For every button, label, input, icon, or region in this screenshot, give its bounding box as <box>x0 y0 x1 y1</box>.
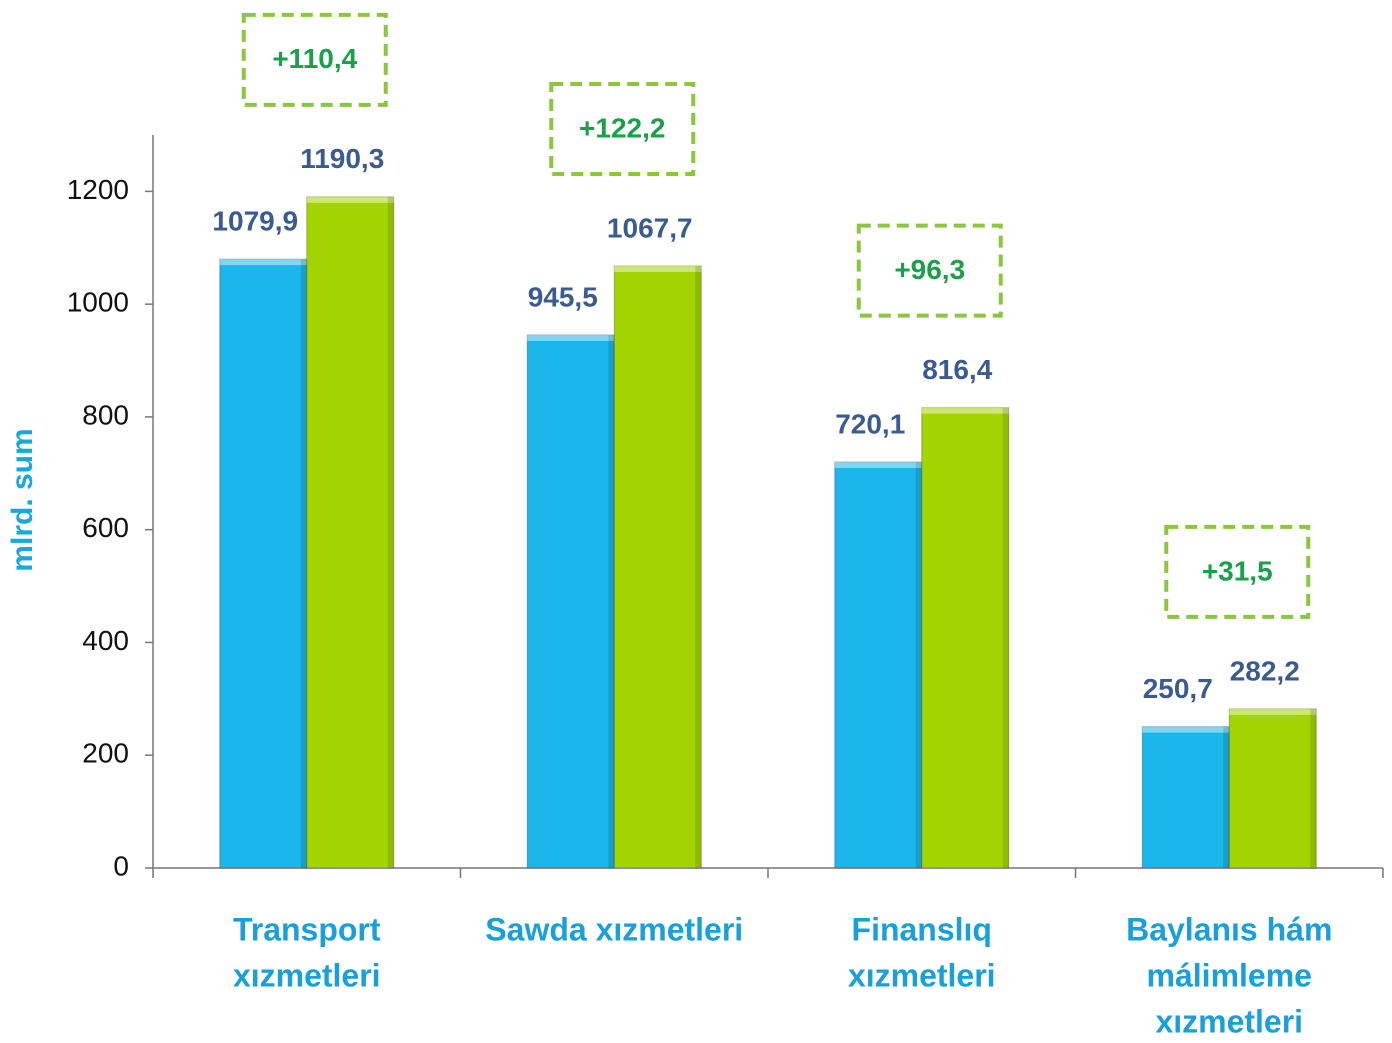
value-label: 1067,7 <box>607 212 693 243</box>
bar <box>1141 726 1230 869</box>
x-tick-label: xızmetleri <box>848 957 996 993</box>
bar-highlight <box>306 196 394 203</box>
bar <box>1228 708 1317 869</box>
bar <box>306 196 395 869</box>
bar-highlight <box>1142 726 1230 733</box>
bar-shade <box>915 461 922 868</box>
bar <box>219 258 308 869</box>
value-label: 282,2 <box>1230 655 1300 686</box>
y-tick-label: 400 <box>82 625 129 656</box>
x-tick-label: Baylanıs hám <box>1126 911 1332 947</box>
value-label: 250,7 <box>1143 673 1213 704</box>
bar-highlight <box>834 461 922 468</box>
value-label: 945,5 <box>528 281 598 312</box>
bar-shade <box>1002 407 1009 868</box>
bar <box>921 407 1010 869</box>
annotation-box <box>856 223 1003 318</box>
x-tick-label: Sawda xızmetleri <box>485 911 743 947</box>
y-axis-title: mlrd. sum <box>6 428 39 571</box>
annotation: +110,4 <box>272 43 357 74</box>
y-tick-label: 800 <box>82 399 129 430</box>
value-label: 1190,3 <box>300 143 384 174</box>
value-label: 1079,9 <box>212 205 298 236</box>
value-label: 816,4 <box>922 354 992 385</box>
annotation: +96,3 <box>894 254 965 285</box>
annotation: +31,5 <box>1202 555 1273 586</box>
bar-highlight <box>219 259 307 266</box>
annotation-box <box>241 12 388 107</box>
bar-shade <box>300 259 307 868</box>
bar-highlight <box>1229 708 1317 715</box>
x-tick-label: xızmetleri <box>1155 1003 1303 1039</box>
annotation-box <box>1164 524 1311 619</box>
bar-shade <box>1223 726 1230 868</box>
annotation-box <box>549 81 696 176</box>
bar-shade <box>387 196 394 868</box>
bar <box>526 334 615 869</box>
x-tick-label: Finanslıq <box>852 911 992 947</box>
y-tick-label: 600 <box>82 512 129 543</box>
bar <box>613 265 702 869</box>
x-tick-label: málimleme <box>1147 957 1312 993</box>
bar-shade <box>695 265 702 869</box>
bar-highlight <box>921 407 1009 414</box>
bar-shade <box>608 334 615 869</box>
x-tick-label: Transport <box>233 911 381 947</box>
x-tick-label: xızmetleri <box>233 957 381 993</box>
bar-highlight <box>614 265 702 272</box>
value-label: 720,1 <box>835 408 905 439</box>
bar-highlight <box>527 334 615 341</box>
y-tick-label: 1000 <box>67 287 129 318</box>
annotation: +122,2 <box>579 112 665 143</box>
y-tick-label: 0 <box>113 850 129 881</box>
bar <box>834 461 923 869</box>
y-tick-label: 1200 <box>67 174 129 205</box>
y-tick-label: 200 <box>82 738 129 769</box>
bar-shade <box>1310 708 1317 868</box>
